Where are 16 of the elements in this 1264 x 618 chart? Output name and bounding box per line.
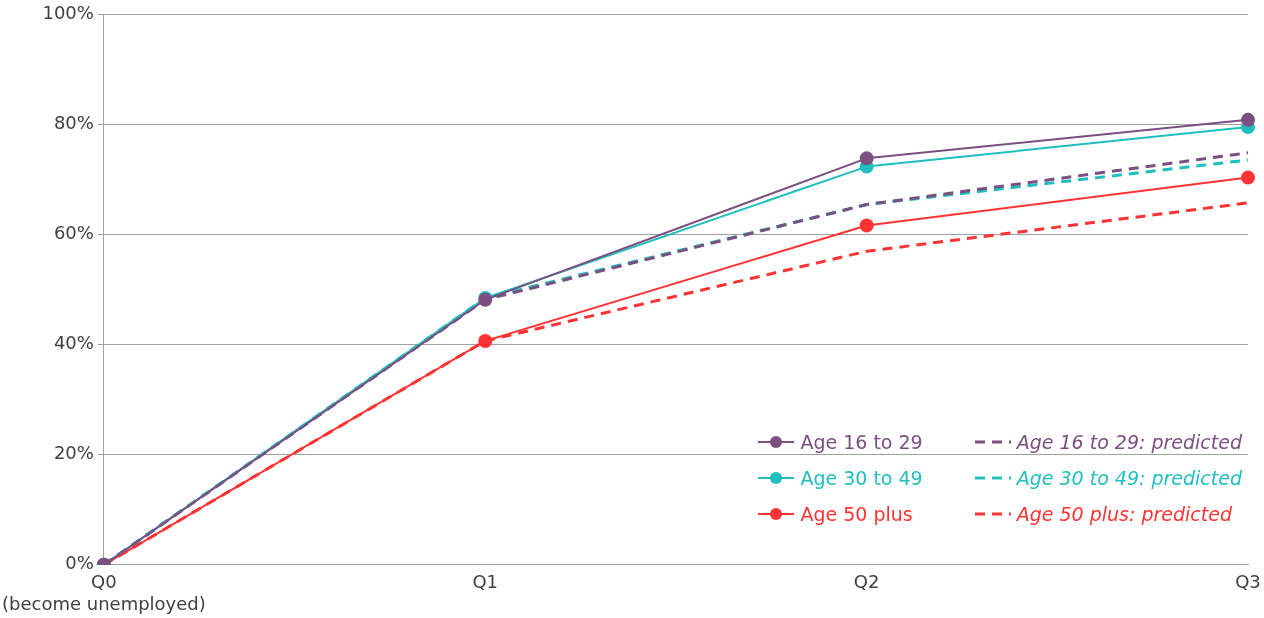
x-tick-label: Q3: [1235, 571, 1261, 593]
legend-label: Age 16 to 29: predicted: [1016, 431, 1242, 453]
y-tick-label: 80%: [53, 112, 94, 134]
legend-label: Age 16 to 29: [800, 431, 923, 453]
x-tick-label: Q1: [472, 571, 499, 593]
legend-label: Age 30 to 49: predicted: [1016, 467, 1242, 489]
legend-label: Age 50 plus: [800, 503, 913, 525]
y-tick-label: 20%: [53, 442, 94, 464]
y-tick-label: 60%: [53, 222, 94, 244]
y-tick-label: 0%: [65, 552, 94, 574]
y-tick-label: 40%: [53, 332, 94, 354]
legend-label: Age 30 to 49: [800, 467, 923, 489]
x-tick-label: Q0 (become unemployed): [1, 571, 206, 614]
x-tick-label: Q2: [853, 571, 880, 593]
y-tick-label: 100%: [42, 2, 94, 24]
legend-label: Age 50 plus: predicted: [1016, 503, 1232, 525]
